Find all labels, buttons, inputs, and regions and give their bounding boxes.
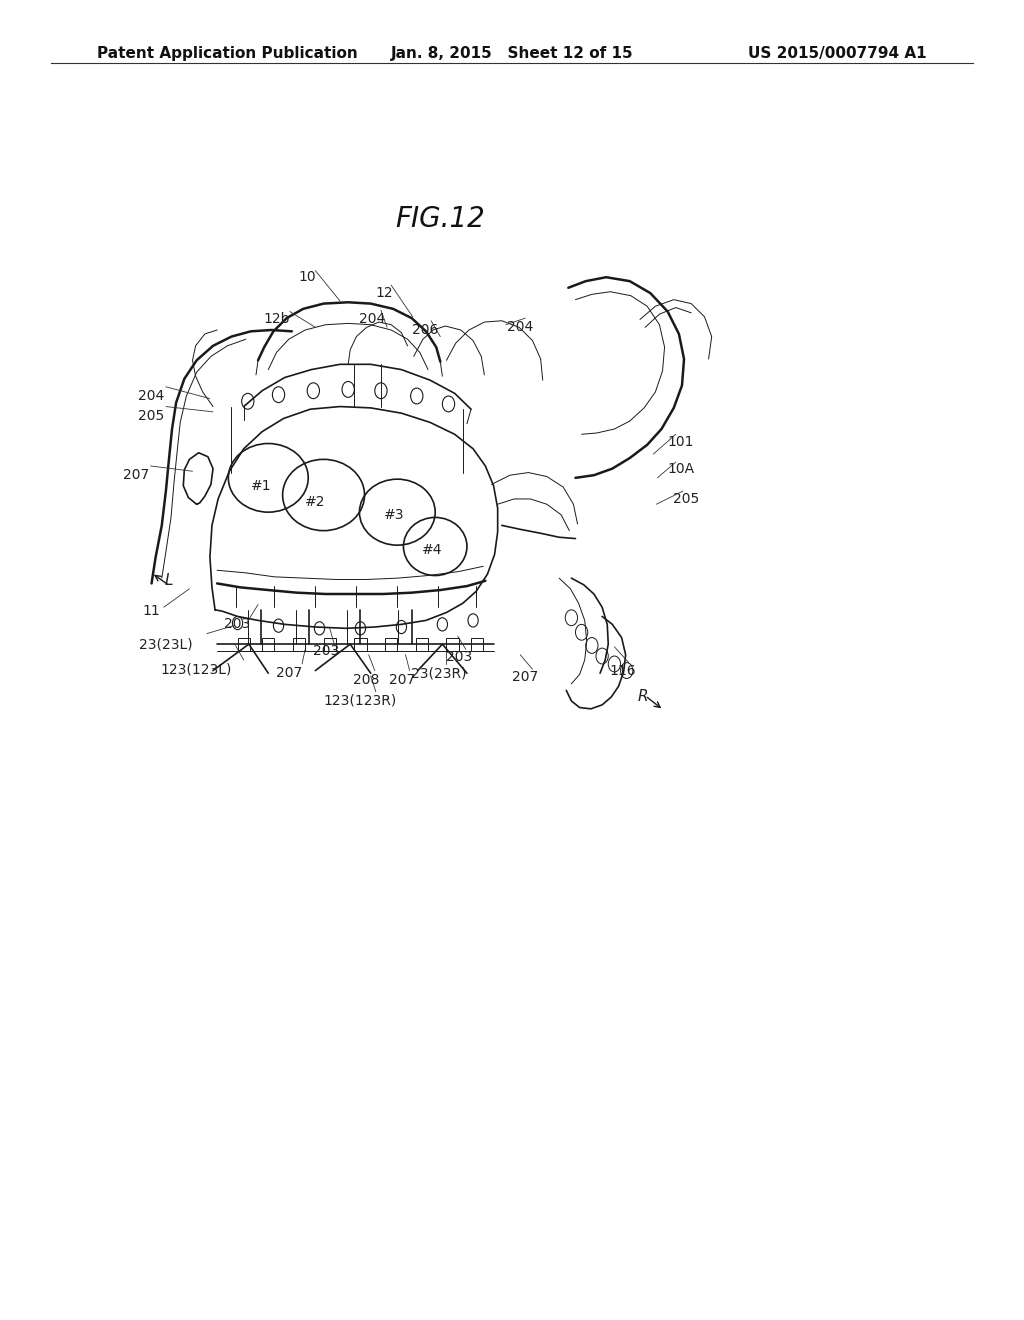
Text: 101: 101 [668, 436, 694, 449]
Text: R: R [638, 689, 648, 705]
Text: #1: #1 [251, 479, 271, 492]
Text: 205: 205 [138, 409, 165, 422]
Bar [293, 638, 305, 651]
Text: 11: 11 [142, 605, 161, 618]
Text: Jan. 8, 2015   Sheet 12 of 15: Jan. 8, 2015 Sheet 12 of 15 [391, 46, 633, 61]
Text: 207: 207 [275, 667, 302, 680]
Text: 207: 207 [389, 673, 416, 686]
Text: #3: #3 [384, 508, 404, 521]
Text: #4: #4 [422, 544, 442, 557]
Text: 123(123L): 123(123L) [161, 663, 232, 676]
Bar [262, 638, 274, 651]
Text: 204: 204 [138, 389, 165, 403]
Bar [416, 638, 428, 651]
Text: 203: 203 [224, 618, 251, 631]
Text: 10A: 10A [668, 462, 694, 475]
Text: FIG.12: FIG.12 [395, 205, 485, 232]
Text: US 2015/0007794 A1: US 2015/0007794 A1 [749, 46, 927, 61]
Bar [446, 638, 459, 651]
Text: 206: 206 [412, 323, 438, 337]
Text: 207: 207 [512, 671, 539, 684]
Bar [324, 638, 336, 651]
Text: 23(23R): 23(23R) [411, 667, 466, 680]
Text: 203: 203 [312, 644, 339, 657]
Text: 123(123R): 123(123R) [324, 694, 397, 708]
Text: 204: 204 [358, 313, 385, 326]
Text: 116: 116 [609, 664, 636, 677]
Text: 12: 12 [375, 286, 393, 300]
Bar [354, 638, 367, 651]
Bar [238, 638, 250, 651]
Text: L: L [165, 573, 173, 589]
Text: 12b: 12b [263, 313, 290, 326]
Text: 204: 204 [507, 321, 534, 334]
Bar [385, 638, 397, 651]
Text: 208: 208 [353, 673, 380, 686]
Text: 207: 207 [123, 469, 150, 482]
Text: Patent Application Publication: Patent Application Publication [97, 46, 358, 61]
Bar [471, 638, 483, 651]
Text: #2: #2 [305, 495, 326, 508]
Text: 10: 10 [298, 271, 316, 284]
Text: 205: 205 [673, 492, 699, 506]
Text: 203: 203 [445, 651, 472, 664]
Text: 23(23L): 23(23L) [139, 638, 193, 651]
